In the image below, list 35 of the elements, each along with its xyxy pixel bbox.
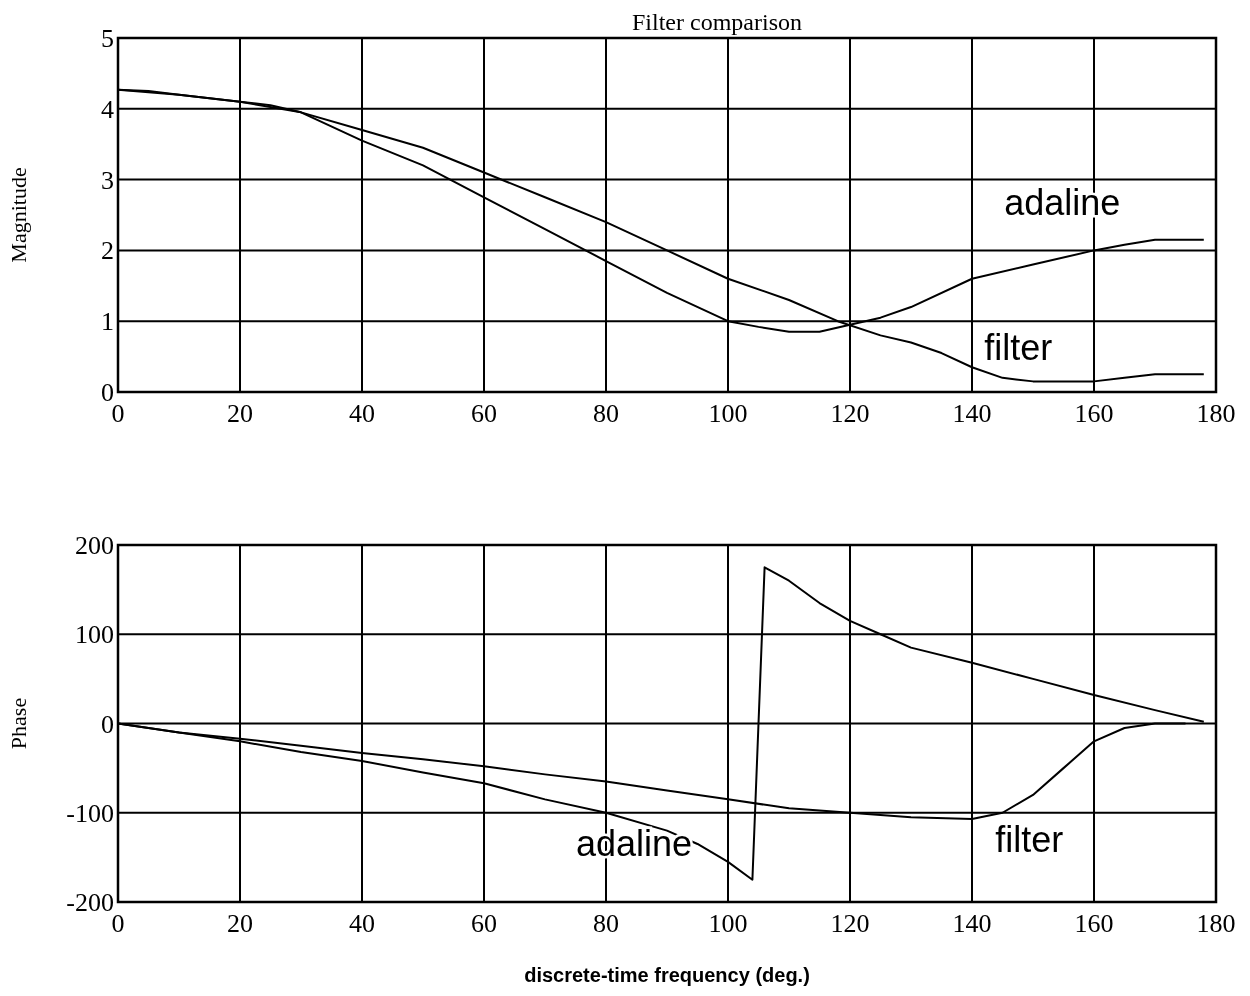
x-tick-label: 20 [227,399,253,428]
x-tick-label: 140 [952,399,992,428]
x-tick-label: 40 [349,399,375,428]
x-tick-label: 20 [227,909,253,938]
y-tick-label: -200 [66,888,114,917]
y-tick-label: 0 [101,378,114,407]
x-tick-label: 60 [471,909,497,938]
x-tick-label: 180 [1196,399,1236,428]
x-tick-label: 140 [952,909,992,938]
x-tick-label: 180 [1196,909,1236,938]
y-tick-label: -100 [66,798,114,828]
x-tick-label: 40 [349,909,375,938]
x-tick-label: 100 [708,399,748,428]
x-tick-label: 60 [471,399,497,428]
x-tick-label: 160 [1074,909,1114,938]
y-tick-label: 5 [101,24,114,53]
series-label: filter [984,327,1053,369]
y-tick-label: 100 [75,620,114,650]
y-axis-title: Phase [6,697,31,750]
y-tick-label: 3 [101,165,114,195]
x-tick-label: 160 [1074,399,1114,428]
y-axis-title: Magnitude [6,167,31,263]
y-tick-label: 4 [101,94,114,124]
x-tick-label: 120 [830,399,870,428]
y-tick-label: 2 [101,236,114,266]
x-tick-label: 80 [593,399,619,428]
chart-title: Filter comparison [632,9,802,35]
y-tick-label: 1 [101,307,114,337]
x-tick-label: 120 [830,909,870,938]
y-tick-label: 200 [75,531,114,560]
series-label: filter [995,819,1064,861]
x-tick-label: 80 [593,909,619,938]
x-axis-title: discrete-time frequency (deg.) [524,964,810,986]
x-tick-label: 100 [708,909,748,938]
y-tick-label: 0 [101,709,114,739]
